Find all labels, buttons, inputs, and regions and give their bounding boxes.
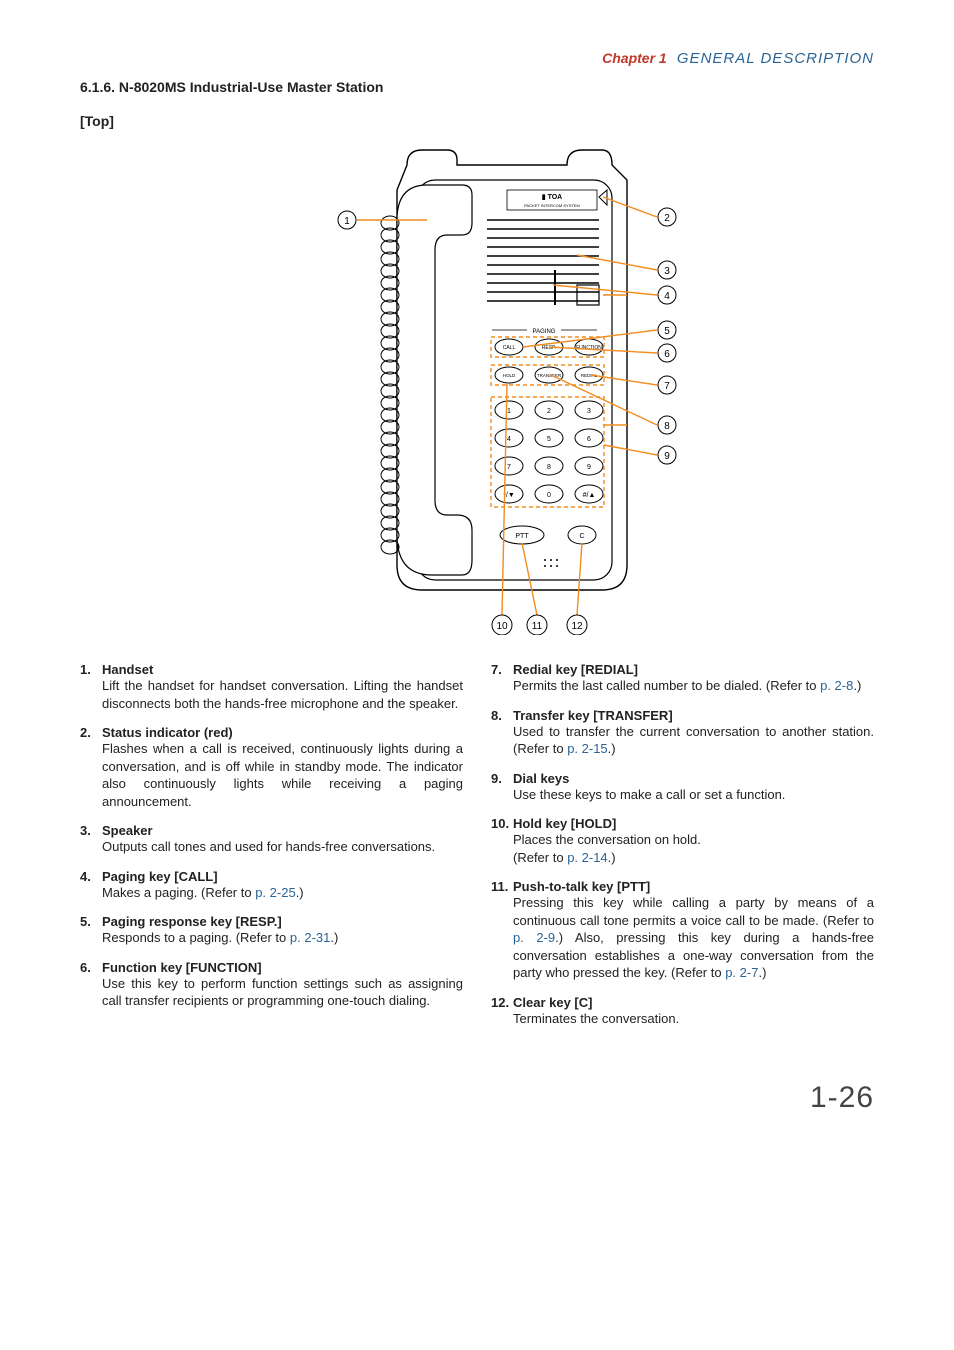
page-ref-link[interactable]: p. 2-7 bbox=[725, 965, 758, 980]
desc-item: 7.Redial key [REDIAL]Permits the last ca… bbox=[491, 662, 874, 695]
svg-text:11: 11 bbox=[532, 621, 543, 632]
svg-text:4: 4 bbox=[507, 436, 511, 443]
svg-text:8: 8 bbox=[547, 464, 551, 471]
svg-text:PAGING: PAGING bbox=[533, 329, 556, 335]
svg-text:6: 6 bbox=[587, 436, 591, 443]
desc-item-heading: 7.Redial key [REDIAL] bbox=[491, 662, 874, 677]
svg-text:2: 2 bbox=[664, 213, 670, 224]
desc-item: 8.Transfer key [TRANSFER]Used to transfe… bbox=[491, 708, 874, 758]
svg-text:3: 3 bbox=[587, 408, 591, 415]
desc-item: 10.Hold key [HOLD]Places the conversatio… bbox=[491, 816, 874, 866]
desc-item-body: Makes a paging. (Refer to p. 2-25.) bbox=[102, 884, 463, 902]
svg-text:5: 5 bbox=[664, 326, 670, 337]
desc-item-heading: 10.Hold key [HOLD] bbox=[491, 816, 874, 831]
desc-item-heading: 4.Paging key [CALL] bbox=[80, 869, 463, 884]
desc-item-heading: 3.Speaker bbox=[80, 823, 463, 838]
svg-text:9: 9 bbox=[587, 464, 591, 471]
svg-text:1: 1 bbox=[507, 408, 511, 415]
svg-text:HOLD: HOLD bbox=[503, 373, 516, 378]
device-diagram: ▮ TOA PACKET INTERCOM SYSTEM PAGING CALL RES… bbox=[80, 135, 874, 640]
desc-item-heading: 2.Status indicator (red) bbox=[80, 725, 463, 740]
page-ref-link[interactable]: p. 2-15 bbox=[567, 741, 607, 756]
svg-text:1: 1 bbox=[344, 216, 350, 227]
svg-text:9: 9 bbox=[664, 451, 670, 462]
desc-item: 4.Paging key [CALL]Makes a paging. (Refe… bbox=[80, 869, 463, 902]
desc-item: 2.Status indicator (red)Flashes when a c… bbox=[80, 725, 463, 810]
description-column-left: 1.HandsetLift the handset for handset co… bbox=[80, 662, 463, 1041]
svg-text:RESP.: RESP. bbox=[542, 345, 556, 351]
view-label: [Top] bbox=[80, 113, 874, 129]
desc-item-body: Permits the last called number to be dia… bbox=[513, 677, 874, 695]
desc-item-body: Use this key to perform function setting… bbox=[102, 975, 463, 1010]
svg-text:4: 4 bbox=[664, 291, 670, 302]
svg-text:8: 8 bbox=[664, 421, 670, 432]
svg-text:PACKET INTERCOM SYSTEM: PACKET INTERCOM SYSTEM bbox=[524, 203, 580, 208]
desc-item-body: Lift the handset for handset conversatio… bbox=[102, 677, 463, 712]
desc-item-body: Used to transfer the current conversatio… bbox=[513, 723, 874, 758]
running-header: Chapter 1 GENERAL DESCRIPTION bbox=[80, 50, 874, 67]
svg-text:0: 0 bbox=[547, 492, 551, 499]
desc-item-body: Outputs call tones and used for hands-fr… bbox=[102, 838, 463, 856]
chapter-label: Chapter 1 bbox=[602, 50, 667, 66]
svg-text:C: C bbox=[579, 533, 584, 540]
svg-text:PTT: PTT bbox=[515, 533, 529, 540]
section-title: 6.1.6. N-8020MS Industrial-Use Master St… bbox=[80, 79, 874, 95]
chapter-title: GENERAL DESCRIPTION bbox=[677, 50, 874, 67]
desc-item-heading: 5.Paging response key [RESP.] bbox=[80, 914, 463, 929]
page-number: 1-26 bbox=[80, 1081, 874, 1115]
desc-item: 5.Paging response key [RESP.]Responds to… bbox=[80, 914, 463, 947]
svg-text:7: 7 bbox=[664, 381, 670, 392]
desc-item: 6.Function key [FUNCTION]Use this key to… bbox=[80, 960, 463, 1010]
desc-item: 3.SpeakerOutputs call tones and used for… bbox=[80, 823, 463, 856]
desc-item-heading: 12.Clear key [C] bbox=[491, 995, 874, 1010]
desc-item-body: Flashes when a call is received, continu… bbox=[102, 740, 463, 810]
desc-item-heading: 6.Function key [FUNCTION] bbox=[80, 960, 463, 975]
page-ref-link[interactable]: p. 2-8 bbox=[820, 678, 853, 693]
desc-item-heading: 1.Handset bbox=[80, 662, 463, 677]
desc-item-body: Places the conversation on hold.(Refer t… bbox=[513, 831, 874, 866]
page-ref-link[interactable]: p. 2-14 bbox=[567, 850, 607, 865]
desc-item-body: Responds to a paging. (Refer to p. 2-31.… bbox=[102, 929, 463, 947]
svg-text:7: 7 bbox=[507, 464, 511, 471]
desc-item-heading: 8.Transfer key [TRANSFER] bbox=[491, 708, 874, 723]
svg-text:#/▲: #/▲ bbox=[583, 492, 596, 499]
desc-item: 1.HandsetLift the handset for handset co… bbox=[80, 662, 463, 712]
svg-text:6: 6 bbox=[664, 349, 670, 360]
svg-text:CALL: CALL bbox=[503, 345, 516, 351]
svg-text:2: 2 bbox=[547, 408, 551, 415]
desc-item: 9.Dial keysUse these keys to make a call… bbox=[491, 771, 874, 804]
svg-text:TRANSFER: TRANSFER bbox=[537, 373, 562, 378]
desc-item-heading: 9.Dial keys bbox=[491, 771, 874, 786]
desc-item-body: Pressing this key while calling a party … bbox=[513, 894, 874, 982]
svg-text:5: 5 bbox=[547, 436, 551, 443]
description-column-right: 7.Redial key [REDIAL]Permits the last ca… bbox=[491, 662, 874, 1041]
page-ref-link[interactable]: p. 2-31 bbox=[290, 930, 330, 945]
desc-item-body: Use these keys to make a call or set a f… bbox=[513, 786, 874, 804]
page-ref-link[interactable]: p. 2-25 bbox=[255, 885, 295, 900]
svg-text:▮ TOA: ▮ TOA bbox=[542, 194, 562, 201]
svg-text:3: 3 bbox=[664, 266, 670, 277]
desc-item-body: Terminates the conversation. bbox=[513, 1010, 874, 1028]
desc-item: 11.Push-to-talk key [PTT]Pressing this k… bbox=[491, 879, 874, 982]
desc-item: 12.Clear key [C]Terminates the conversat… bbox=[491, 995, 874, 1028]
svg-text:10: 10 bbox=[496, 621, 508, 632]
page-ref-link[interactable]: p. 2-9 bbox=[513, 930, 555, 945]
svg-text:12: 12 bbox=[571, 621, 583, 632]
desc-item-heading: 11.Push-to-talk key [PTT] bbox=[491, 879, 874, 894]
